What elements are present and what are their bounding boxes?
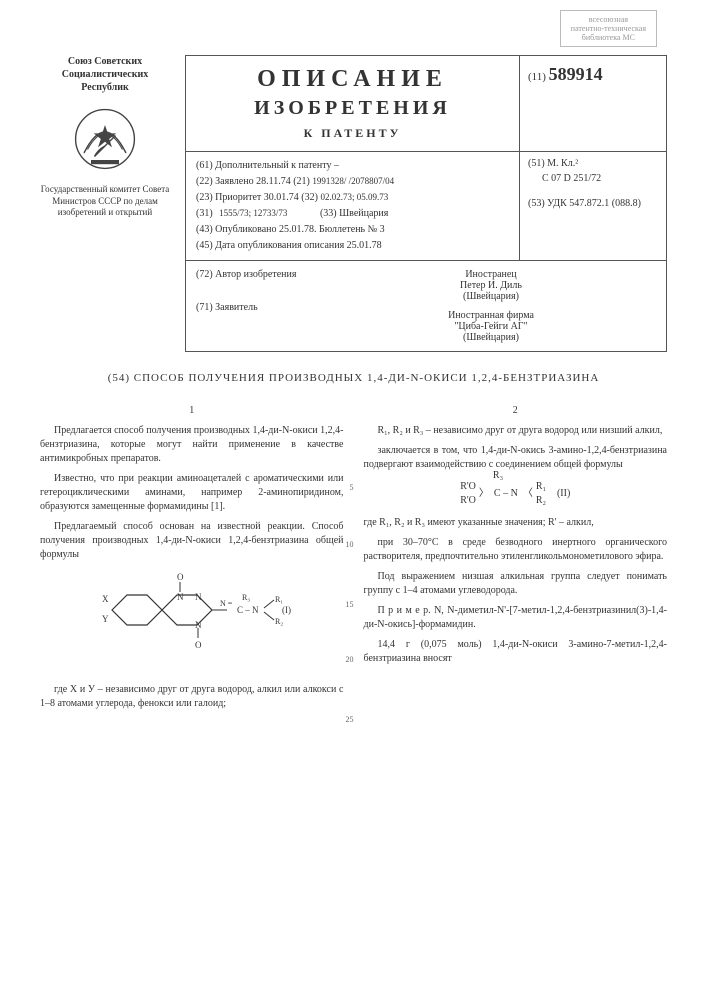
f2-num: (II) [547,480,571,508]
f2-r2: R₂ [535,494,547,508]
meta-31-nums: 1555/73; 12733/73 [219,209,287,219]
meta-61: (61) Дополнительный к патенту – [196,158,509,174]
author-71b: "Циба-Гейги АГ" [326,321,656,332]
structural-formula-2: R'O 〉 R₃ C – N 〈 R₁ (II) R'O R₂ [364,480,668,508]
meta-22-app: 1991328/ /2078807/04 [312,177,394,187]
title-box: ОПИСАНИЕ ИЗОБРЕТЕНИЯ К ПАТЕНТУ (11) 5899… [185,55,667,152]
meta-22-text: (22) Заявлено 28.11.74 (21) [196,176,310,187]
f2-r3: R₃ [493,470,503,482]
author-labels: (72) Автор изобретения (71) Заявитель [186,261,316,351]
col1-p1: Предлагается способ получения производны… [40,424,344,466]
col2-p6: П р и м е р. N, N-диметил-N'-[7-метил-1,… [364,604,668,632]
meta-51: C 07 D 251/72 [542,173,658,184]
meta-23: (23) Приоритет 30.01.74 (32) 02.02.73; 0… [196,190,509,206]
svg-text:R₃: R₃ [242,593,250,602]
meta-53: (53) УДК 547.872.1 (088.8) [528,198,658,209]
ussr-emblem-icon [70,104,140,174]
col1-p2: Известно, что при реакции аминоацеталей … [40,472,344,514]
stamp-line: патентно-техническая [571,24,646,33]
col2-p2: заключается в том, что 1,4-ди-N-окись 3-… [364,444,668,472]
patent-page: всесоюзная патентно-техническая библиоте… [0,0,707,747]
meta-31-33: (31) 1555/73; 12733/73 (33) Швейцария [196,206,509,222]
title-wrapper: ОПИСАНИЕ ИЗОБРЕТЕНИЯ К ПАТЕНТУ (11) 5899… [185,55,667,352]
svg-text:R₁: R₁ [275,595,283,604]
f2-ro1: R'O [459,480,477,494]
doc-type-2: ИЗОБРЕТЕНИЯ [194,97,511,120]
author-71c: (Швейцария) [326,332,656,343]
author-71a: Иностранная фирма [326,310,656,321]
svg-text:O: O [177,572,184,582]
meta-51-label: (51) М. Кл.² [528,158,658,169]
patent-number-cell: (11) 589914 [520,56,666,151]
line-num: 10 [346,539,354,550]
meta-43: (43) Опубликовано 25.01.78. Бюллетень № … [196,222,509,238]
body-columns: 1 Предлагается способ получения производ… [40,404,667,717]
col-num-1: 1 [40,404,344,418]
label-71: (71) Заявитель [196,302,306,313]
doc-type-1: ОПИСАНИЕ [194,66,511,93]
col2-p3: где R₁, R₂ и R₃ имеют указанные значения… [364,516,668,530]
committee-name: Государственный комитет Совета Министров… [40,184,170,219]
library-stamp: всесоюзная патентно-техническая библиоте… [560,10,657,47]
union-name: Союз Советских Социалистических Республи… [40,55,170,94]
column-1: 1 Предлагается способ получения производ… [40,404,344,717]
svg-text:N: N [195,592,202,602]
column-2: 2 R₁, R₂ и R₃ – независимо друг от друга… [364,404,668,717]
f2-ro2: R'O [459,494,477,508]
f2-mid: C – N [494,488,518,499]
doc-type-3: К ПАТЕНТУ [194,126,511,141]
author-72a: Иностранец [326,269,656,280]
header: Союз Советских Социалистических Республи… [40,55,667,352]
col2-p5: Под выражением низшая алкильная группа с… [364,570,668,598]
metadata-block: (61) Дополнительный к патенту – (22) Зая… [185,152,667,261]
svg-text:O: O [195,640,202,650]
col2-p4: при 30–70°C в среде безводного инертного… [364,536,668,564]
invention-title: (54) СПОСОБ ПОЛУЧЕНИЯ ПРОИЗВОДНЫХ 1,4-ДИ… [80,372,627,384]
line-num: 25 [346,714,354,725]
stamp-line: библиотека МС [571,33,646,42]
stamp-line: всесоюзная [571,15,646,24]
issuer-column: Союз Советских Социалистических Республи… [40,55,170,219]
author-72c: (Швейцария) [326,291,656,302]
meta-33: (33) Швейцария [320,208,388,219]
meta-right: (51) М. Кл.² C 07 D 251/72 (53) УДК 547.… [520,152,666,260]
meta-31-label: (31) [196,208,213,219]
svg-text:N: N [177,592,184,602]
line-num: 20 [346,654,354,665]
structural-formula-1: N N N X Y O O N = C – N R₃ R₁ R₂ [40,570,344,675]
author-block: (72) Автор изобретения (71) Заявитель Ин… [185,261,667,352]
col1-p4: где X и У – независимо друг от друга вод… [40,683,344,711]
f2-r1: R₁ [535,480,547,494]
meta-23-dates: 02.02.73; 05.09.73 [320,193,388,203]
line-num: 15 [346,599,354,610]
label-72: (72) Автор изобретения [196,269,306,280]
title-main: ОПИСАНИЕ ИЗОБРЕТЕНИЯ К ПАТЕНТУ [186,56,520,151]
line-num: 5 [350,482,354,493]
meta-22: (22) Заявлено 28.11.74 (21) 1991328/ /20… [196,174,509,190]
svg-text:C – N: C – N [237,605,259,615]
svg-text:R₂: R₂ [275,617,283,626]
svg-text:(I): (I) [282,605,291,615]
meta-53-val: УДК 547.872.1 (088.8) [547,198,641,209]
col-num-2: 2 [364,404,668,418]
col2-p1: R₁, R₂ и R₃ – независимо друг от друга в… [364,424,668,438]
svg-text:N =: N = [220,599,233,608]
meta-23-text: (23) Приоритет 30.01.74 (32) [196,192,318,203]
patent-number: 589914 [549,64,603,84]
author-values: Иностранец Петер И. Диль (Швейцария) Ино… [316,261,666,351]
col1-p3: Предлагаемый способ основан на известной… [40,520,344,562]
meta-45: (45) Дата опубликования описания 25.01.7… [196,238,509,254]
meta-left: (61) Дополнительный к патенту – (22) Зая… [186,152,520,260]
svg-text:X: X [102,594,109,604]
svg-text:Y: Y [102,614,109,624]
author-72b: Петер И. Диль [326,280,656,291]
pub-num-label: (11) [528,71,546,83]
meta-53-label: (53) [528,198,545,209]
col2-p7: 14,4 г (0,075 моль) 1,4-ди-N-окиси 3-ами… [364,638,668,666]
